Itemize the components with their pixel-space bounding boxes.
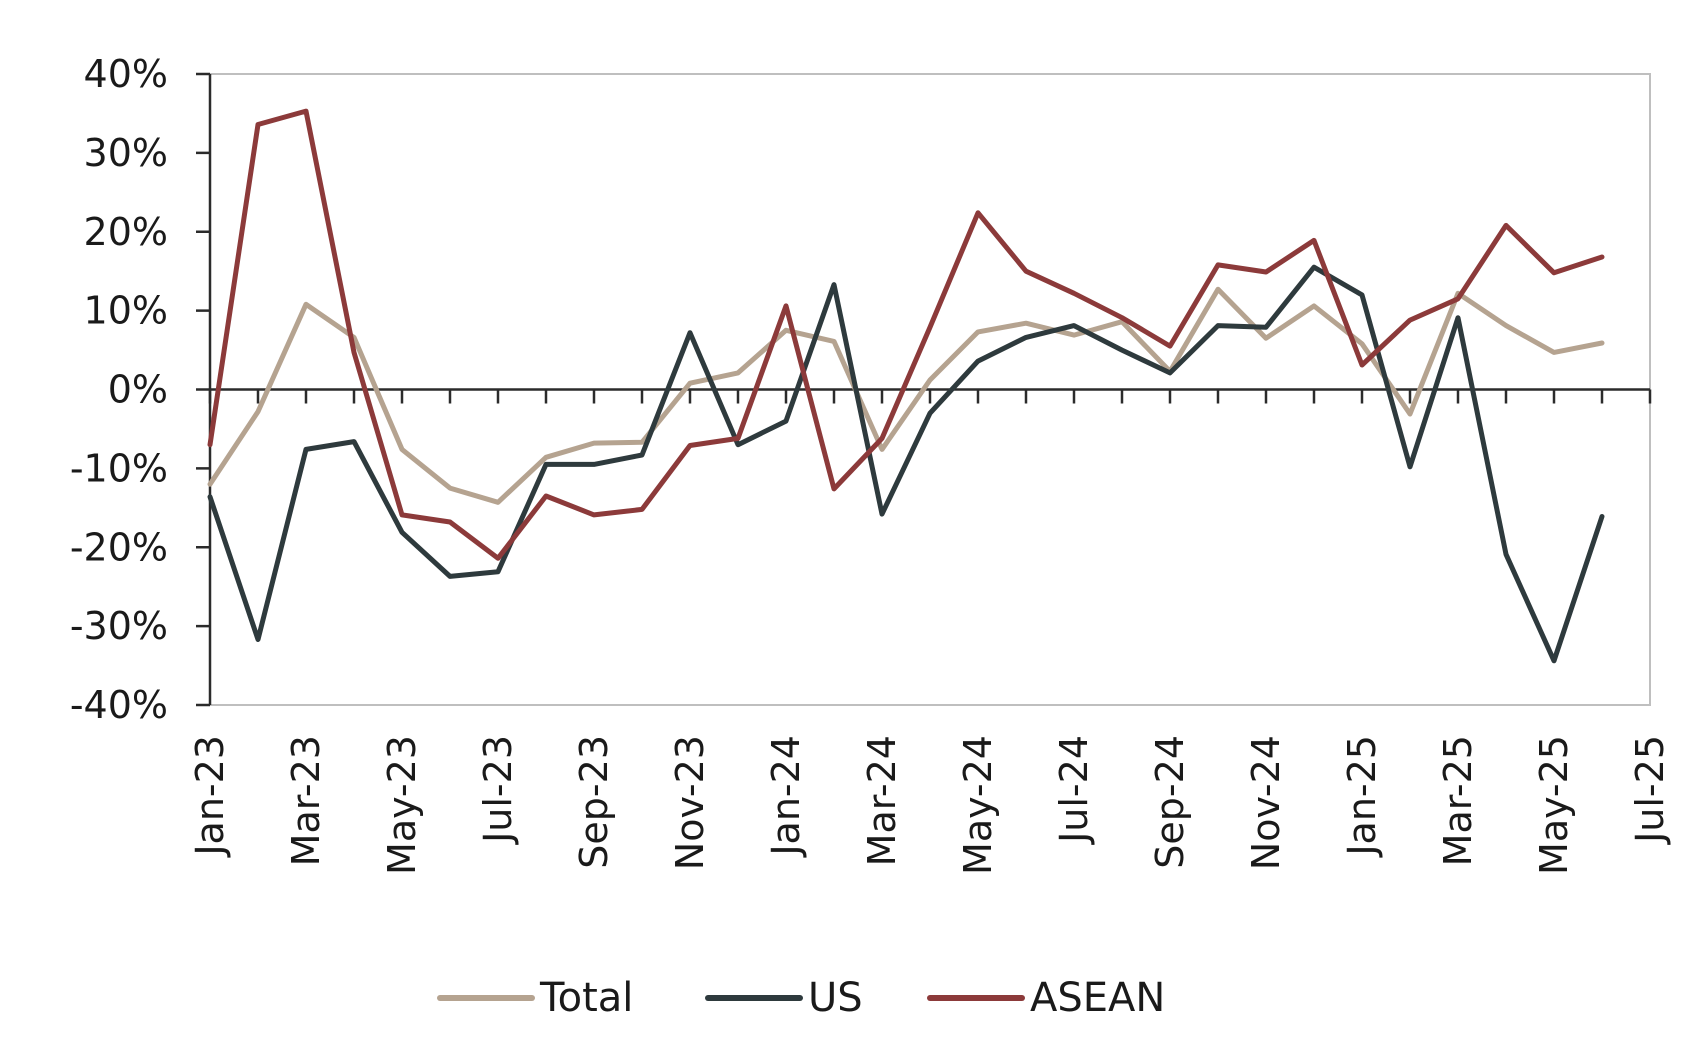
x-tick-label: Mar-24: [860, 735, 904, 866]
y-axis: -40% -30% -20% -10% 0% 10% 20% 30% 40%: [70, 52, 212, 727]
x-tick-label: Mar-23: [284, 735, 328, 866]
y-tick-label: -40%: [70, 683, 168, 727]
y-tick-label: 10%: [84, 289, 168, 333]
series-line-asean: [207, 108, 1605, 561]
x-tick-label: Mar-25: [1436, 735, 1480, 866]
legend-label-total: Total: [539, 975, 633, 1021]
y-tick-label: 30%: [84, 131, 168, 175]
y-tick-label: 20%: [84, 210, 168, 254]
x-tick-label: May-25: [1532, 735, 1576, 875]
y-tick-label: -30%: [70, 604, 168, 648]
series-layer: [207, 108, 1605, 664]
x-tick-label: Sep-24: [1148, 735, 1192, 869]
y-tick-label: 0%: [108, 368, 168, 412]
x-tick-label: Jul-23: [476, 735, 520, 845]
x-tick-label: Jul-24: [1052, 735, 1096, 845]
y-tick-label: -20%: [70, 525, 168, 569]
legend-label-asean: ASEAN: [1030, 975, 1165, 1021]
x-tick-label: Nov-24: [1244, 735, 1288, 870]
x-tick-label: May-24: [956, 735, 1000, 875]
x-tick-label: Sep-23: [572, 735, 616, 869]
legend-label-us: US: [808, 975, 863, 1021]
x-tick-label: Jan-25: [1340, 735, 1384, 858]
series-line-us: [207, 264, 1605, 664]
x-axis: Jan-23 Mar-23 May-23 Jul-23 Sep-23 Nov-23 Jan-…: [188, 388, 1672, 875]
x-tick-label: Jan-23: [188, 735, 232, 858]
series-line-total: [207, 286, 1605, 505]
x-tick-label: May-23: [380, 735, 424, 875]
x-tick-label: Jul-25: [1628, 735, 1672, 845]
legend: Total US ASEAN: [437, 975, 1165, 1021]
y-tick-label: -10%: [70, 446, 168, 490]
x-tick-label: Nov-23: [668, 735, 712, 870]
x-tick-label: Jan-24: [764, 735, 808, 858]
y-tick-label: 40%: [84, 52, 168, 96]
